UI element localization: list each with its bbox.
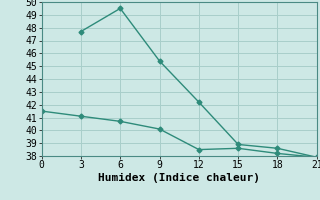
X-axis label: Humidex (Indice chaleur): Humidex (Indice chaleur) [98,173,260,183]
